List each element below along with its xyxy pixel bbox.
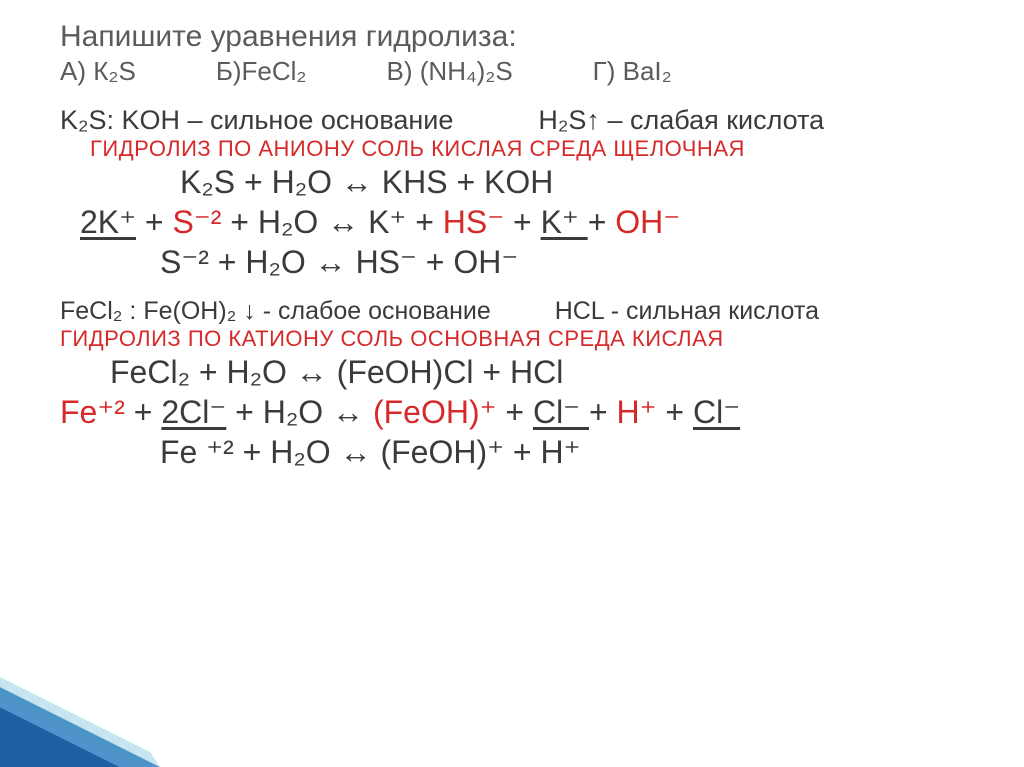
- fecl2-molecular-eqn: FeCl₂ + H₂O (FeOH)Cl + HCl: [60, 354, 994, 391]
- option-d: Г) BaI₂: [593, 56, 672, 87]
- option-c: В) (NH₄)₂S: [387, 56, 513, 87]
- equilibrium-arrow-icon: [332, 394, 364, 430]
- fecl2-net-ionic-eqn: Fe ⁺² + H₂O (FeOH)⁺ + H⁺: [60, 433, 994, 471]
- exercise-options: А) К₂S Б)FeCl₂ В) (NH₄)₂S Г) BaI₂: [60, 56, 994, 87]
- equilibrium-arrow-icon: [340, 434, 372, 470]
- slide: Напишите уравнения гидролиза: А) К₂S Б)F…: [0, 0, 1024, 767]
- fecl2-hydrolysis-type: ГИДРОЛИЗ ПО КАТИОНУ СОЛЬ ОСНОВНАЯ СРЕДА …: [60, 326, 994, 352]
- k2s-full-ionic-eqn: 2K⁺ + S⁻² + H₂O K⁺ + HS⁻ + K⁺ + OH⁻: [60, 203, 994, 241]
- equilibrium-arrow-icon: [341, 164, 373, 200]
- k2s-acid-note: – слабая кислота: [607, 105, 824, 135]
- fecl2-header: FeCl₂ : Fe(OH)₂ - слабое основание HCL -…: [60, 297, 994, 326]
- fecl2-base-formula: FeCl₂ : Fe(OH)₂: [60, 297, 243, 325]
- equilibrium-arrow-icon: [296, 354, 328, 390]
- fecl2-acid-note: HCL - сильная кислота: [555, 297, 819, 325]
- equilibrium-arrow-icon: [315, 244, 347, 280]
- equilibrium-arrow-icon: [327, 204, 359, 240]
- slide-title: Напишите уравнения гидролиза:: [60, 20, 994, 54]
- k2s-base-note: K₂S: KOH – сильное основание: [60, 105, 453, 135]
- precipitate-arrow-icon: [243, 297, 256, 325]
- fecl2-full-ionic-eqn: Fe⁺² + 2Cl⁻ + H₂O (FeOH)⁺ + Cl⁻ + H⁺ + C…: [60, 393, 994, 431]
- option-a: А) К₂S: [60, 56, 136, 87]
- option-b: Б)FeCl₂: [216, 56, 307, 87]
- k2s-acid-formula: H₂S: [538, 105, 586, 135]
- gas-arrow-icon: [586, 105, 600, 135]
- slide-corner-decoration: [0, 677, 160, 767]
- fecl2-base-note: - слабое основание: [256, 297, 491, 325]
- k2s-hydrolysis-type: ГИДРОЛИЗ ПО АНИОНУ СОЛЬ КИСЛАЯ СРЕДА ЩЕЛ…: [60, 136, 994, 162]
- k2s-header: K₂S: KOH – сильное основание H₂S – слаба…: [60, 105, 994, 136]
- k2s-net-ionic-eqn: S⁻² + H₂O HS⁻ + OH⁻: [60, 243, 994, 281]
- k2s-molecular-eqn: K₂S + H₂O KHS + KOH: [60, 164, 994, 201]
